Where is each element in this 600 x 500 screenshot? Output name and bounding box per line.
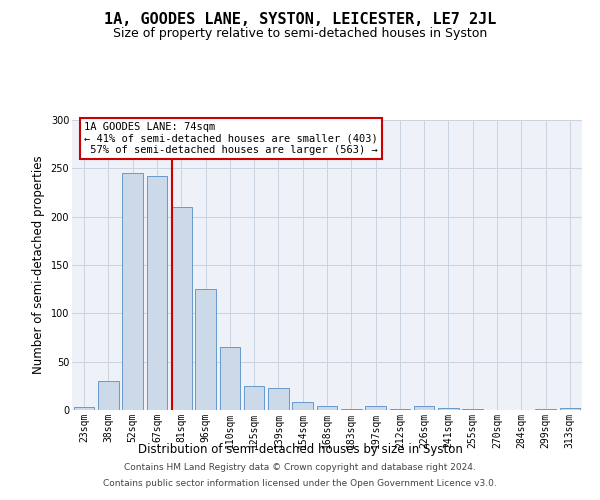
Bar [317,406,337,410]
Bar [365,406,386,410]
Bar [292,402,313,410]
Bar [560,408,580,410]
Bar [195,289,216,410]
Bar [414,406,434,410]
Text: Contains public sector information licensed under the Open Government Licence v3: Contains public sector information licen… [103,478,497,488]
Text: Size of property relative to semi-detached houses in Syston: Size of property relative to semi-detach… [113,28,487,40]
Bar [268,388,289,410]
Bar [341,409,362,410]
Bar [438,408,459,410]
Text: 1A GOODES LANE: 74sqm
← 41% of semi-detached houses are smaller (403)
 57% of se: 1A GOODES LANE: 74sqm ← 41% of semi-deta… [84,122,378,155]
Bar [171,207,191,410]
Bar [535,409,556,410]
Bar [463,409,483,410]
Bar [244,386,265,410]
Text: 1A, GOODES LANE, SYSTON, LEICESTER, LE7 2JL: 1A, GOODES LANE, SYSTON, LEICESTER, LE7 … [104,12,496,28]
Bar [98,381,119,410]
Bar [122,173,143,410]
Text: Contains HM Land Registry data © Crown copyright and database right 2024.: Contains HM Land Registry data © Crown c… [124,464,476,472]
Bar [220,347,240,410]
Y-axis label: Number of semi-detached properties: Number of semi-detached properties [32,156,45,374]
Bar [389,409,410,410]
Text: Distribution of semi-detached houses by size in Syston: Distribution of semi-detached houses by … [137,442,463,456]
Bar [146,176,167,410]
Bar [74,407,94,410]
